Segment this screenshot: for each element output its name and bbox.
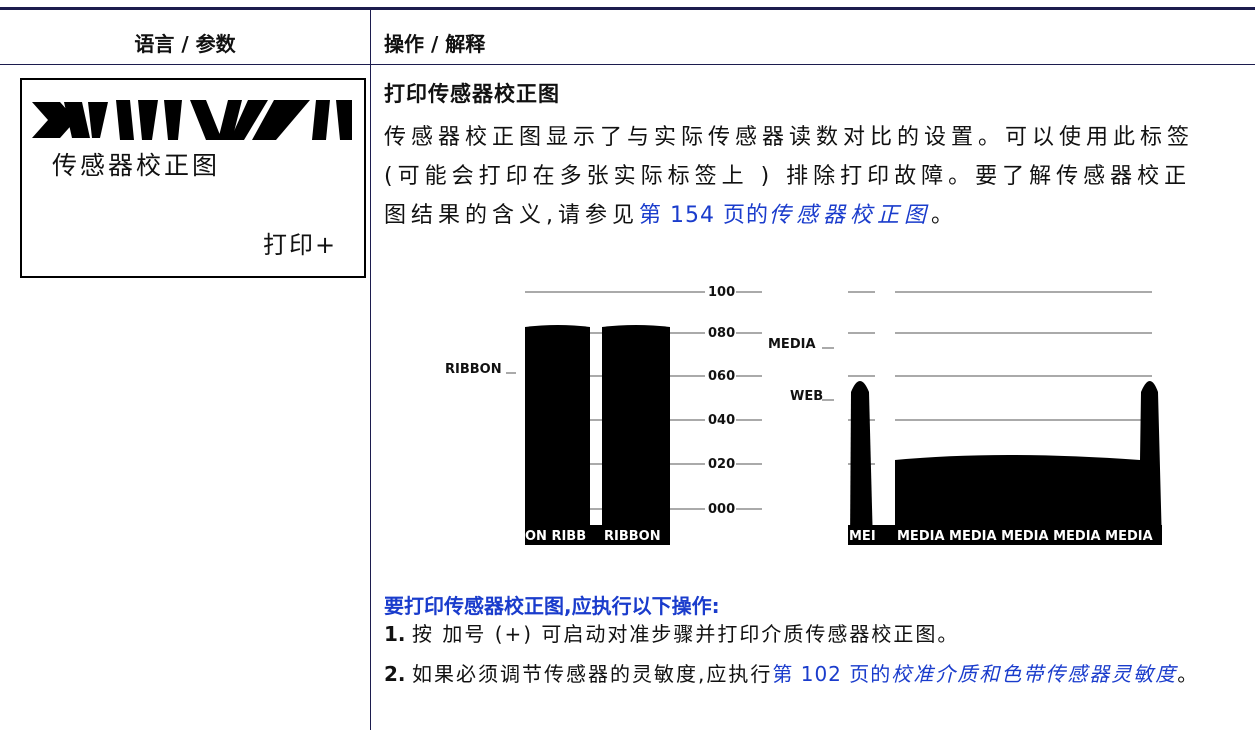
link[interactable]: 第 102 页的 bbox=[772, 662, 892, 686]
text: 传感器校正图显示了与实际传感器读数对比的设置。可以使用此标签 (可能会打印在多张… bbox=[384, 125, 1195, 228]
paragraph: 传感器校正图显示了与实际传感器读数对比的设置。可以使用此标签 (可能会打印在多张… bbox=[384, 118, 1209, 235]
link[interactable]: 传感器校正图 bbox=[768, 203, 931, 228]
step-text: 如果必须调节传感器的灵敏度,应执行第 102 页的校准介质和色带传感器灵敏度。 bbox=[412, 660, 1242, 688]
step: 1. 按 加号 (+) 可启动对准步骤并打印介质传感器校正图。 bbox=[384, 620, 1244, 648]
top-rule bbox=[0, 7, 1255, 10]
display-text: 打印+ bbox=[263, 231, 338, 259]
figure-label: WEB bbox=[790, 389, 823, 404]
link[interactable]: 校准介质和色带传感器灵敏度 bbox=[891, 662, 1178, 686]
step-text: 按 加号 (+) 可启动对准步骤并打印介质传感器校正图。 bbox=[412, 620, 1242, 648]
scale-label: 040 bbox=[708, 413, 735, 428]
column-header: 语言 / 参数 bbox=[134, 32, 236, 56]
text: 按 加号 (+) 可启动对准步骤并打印介质传感器校正图。 bbox=[412, 622, 960, 646]
text: 。 bbox=[931, 203, 959, 228]
figure-label: RIBBON bbox=[445, 362, 502, 377]
step: 2. 如果必须调节传感器的灵敏度,应执行第 102 页的校准介质和色带传感器灵敏度… bbox=[384, 660, 1244, 688]
section-title: 打印传感器校正图 bbox=[384, 82, 560, 106]
link[interactable]: 第 154 页的 bbox=[639, 203, 769, 228]
text: 如果必须调节传感器的灵敏度,应执行 bbox=[412, 662, 773, 686]
scale-label: 000 bbox=[708, 502, 735, 517]
band-label: MEI bbox=[849, 529, 876, 544]
scale-label: 080 bbox=[708, 326, 735, 341]
scale-label: 060 bbox=[708, 369, 735, 384]
band-label: ON RIBB bbox=[525, 529, 586, 544]
scale-label: 100 bbox=[708, 285, 735, 300]
display-panel bbox=[20, 78, 366, 278]
display-text: 传感器校正图 bbox=[52, 151, 221, 180]
column-divider bbox=[370, 7, 371, 730]
step-number: 2. bbox=[384, 662, 406, 686]
zebra-logo bbox=[32, 100, 352, 140]
text: 。 bbox=[1177, 662, 1200, 686]
band-label: RIBBON bbox=[604, 529, 661, 544]
header-rule bbox=[0, 64, 1255, 65]
column-header: 操作 / 解释 bbox=[384, 32, 486, 56]
procedure-title: 要打印传感器校正图,应执行以下操作: bbox=[384, 594, 720, 618]
band-label: MEDIA MEDIA MEDIA MEDIA MEDIA bbox=[897, 529, 1153, 544]
scale-label: 020 bbox=[708, 457, 735, 472]
figure-label: MEDIA bbox=[768, 337, 816, 352]
step-number: 1. bbox=[384, 622, 406, 646]
profile-shapes bbox=[525, 325, 1162, 545]
